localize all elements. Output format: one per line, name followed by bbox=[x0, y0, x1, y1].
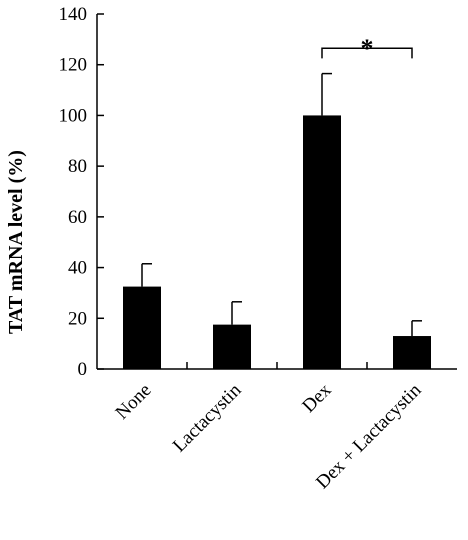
y-tick-label: 20 bbox=[68, 308, 87, 329]
x-tick-label: None bbox=[112, 380, 156, 424]
bar bbox=[303, 115, 341, 369]
y-tick-label: 120 bbox=[59, 55, 88, 76]
y-tick-label: 60 bbox=[68, 207, 87, 228]
y-tick-label: 100 bbox=[59, 105, 88, 126]
x-tick-label: Dex bbox=[298, 379, 336, 417]
x-tick-label: Lactacystin bbox=[169, 379, 246, 456]
significance-bracket-line bbox=[321, 47, 413, 59]
y-tick-label: 40 bbox=[68, 258, 87, 279]
bars bbox=[123, 115, 431, 369]
bar bbox=[393, 336, 431, 369]
y-axis: 0 20 40 60 80 100 120 140 bbox=[59, 4, 104, 380]
significance-bracket: * bbox=[321, 34, 413, 63]
y-tick-label: 0 bbox=[78, 359, 88, 380]
bar bbox=[213, 324, 251, 369]
bar bbox=[123, 286, 161, 369]
significance-label: * bbox=[361, 34, 374, 63]
y-tick-label: 140 bbox=[59, 4, 88, 25]
y-tick-label: 80 bbox=[68, 156, 87, 177]
y-axis-label: TAT mRNA level (%) bbox=[5, 150, 27, 334]
error-bars bbox=[141, 72, 422, 337]
